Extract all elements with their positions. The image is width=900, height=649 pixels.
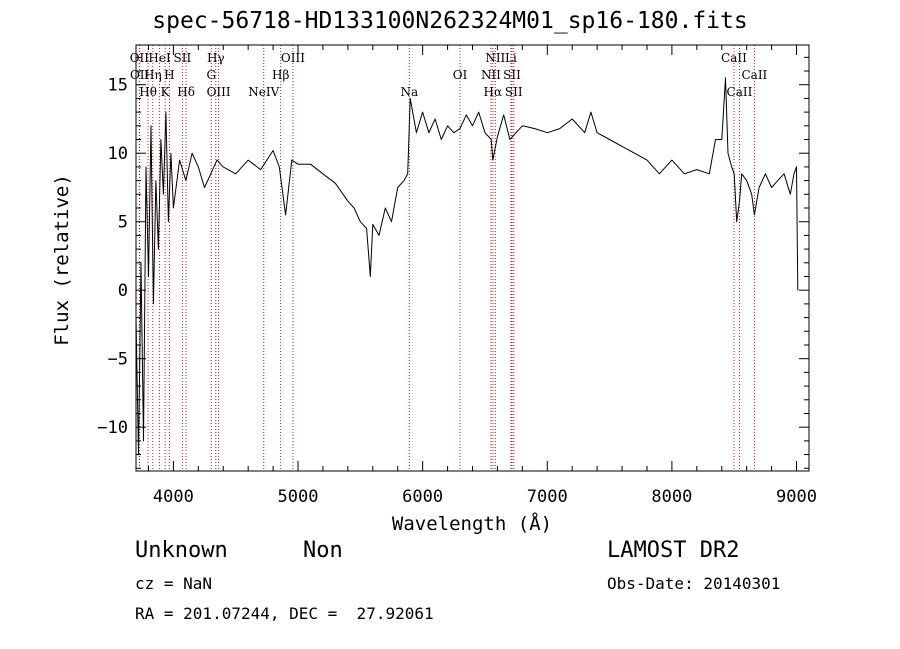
line-label-12: Hβ — [272, 68, 289, 82]
x-axis-label: Wavelength (Å) — [392, 512, 552, 535]
line-label-8: OII — [130, 68, 150, 82]
line-label-22: Na — [400, 85, 418, 99]
line-label-5: NII — [485, 51, 505, 65]
x-tick-label-4: 8000 — [651, 487, 692, 507]
x-tick-label-3: 7000 — [527, 487, 568, 507]
line-label-10: H — [164, 68, 174, 82]
line-label-1: HeI — [148, 51, 171, 65]
plot-frame — [135, 44, 810, 472]
axis-ticks-layer: 4000 5000 6000 7000 8000 9000 −10 −5 0 5 10 15 — [97, 45, 817, 507]
x-tick-label-5: 9000 — [776, 487, 817, 507]
line-label-20: OIII — [207, 85, 231, 99]
line-label-4: OIII — [281, 51, 305, 65]
y-tick-label-3: 5 — [118, 213, 128, 233]
redshift-cz: cz = NaN — [135, 574, 213, 593]
line-label-25: CaII — [727, 85, 753, 99]
line-label-6: Li — [505, 51, 517, 65]
line-label-3: Hγ — [207, 51, 225, 65]
x-tick-label-0: 4000 — [153, 487, 194, 507]
line-label-23: Hα — [484, 85, 503, 99]
spectrum-line — [135, 77, 799, 456]
line-label-14: NII — [481, 68, 501, 82]
y-tick-label-2: 0 — [118, 281, 128, 301]
line-label-16: CaII — [741, 68, 767, 82]
line-label-18: K — [161, 85, 171, 99]
line-label-0: OII — [130, 51, 150, 65]
ra-dec-coordinates: RA = 201.07244, DEC = 27.92061 — [135, 604, 434, 623]
y-tick-label-4: 10 — [108, 144, 128, 164]
line-label-21: NeIV — [248, 85, 279, 99]
line-label-24: SII — [505, 85, 523, 99]
object-class: Unknown — [135, 538, 228, 563]
chart-title: spec-56718-HD133100N262324M01_sp16-180.f… — [152, 8, 748, 34]
y-tick-label-0: −10 — [97, 418, 128, 438]
line-label-15: SII — [503, 68, 521, 82]
x-tick-label-2: 6000 — [402, 487, 443, 507]
observation-date: Obs-Date: 20140301 — [607, 574, 781, 593]
line-label-11: G — [206, 68, 216, 82]
line-markers-layer — [138, 45, 755, 471]
y-tick-label-5: 15 — [108, 76, 128, 96]
line-label-13: OI — [453, 68, 468, 82]
y-tick-label-1: −5 — [108, 350, 128, 370]
line-label-2: SII — [174, 51, 192, 65]
x-tick-label-1: 5000 — [278, 487, 319, 507]
survey-name: LAMOST DR2 — [607, 538, 740, 563]
object-subclass: Non — [303, 538, 343, 563]
line-label-7: CaII — [721, 51, 747, 65]
line-label-9: Hη — [144, 68, 162, 82]
spectrum-layer — [135, 77, 799, 456]
line-label-19: Hδ — [177, 85, 195, 99]
y-axis-label: Flux (relative) — [51, 174, 73, 346]
line-label-17: Hθ — [139, 85, 157, 99]
